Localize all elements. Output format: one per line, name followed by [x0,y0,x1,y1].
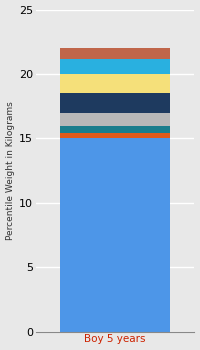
Bar [60,74,170,93]
Bar [60,113,170,126]
Bar [60,58,170,74]
Bar [60,48,170,58]
Bar [60,93,170,113]
Y-axis label: Percentile Weight in Kilograms: Percentile Weight in Kilograms [6,101,15,240]
Bar [60,138,170,332]
Bar [60,126,170,133]
Bar [60,133,170,138]
